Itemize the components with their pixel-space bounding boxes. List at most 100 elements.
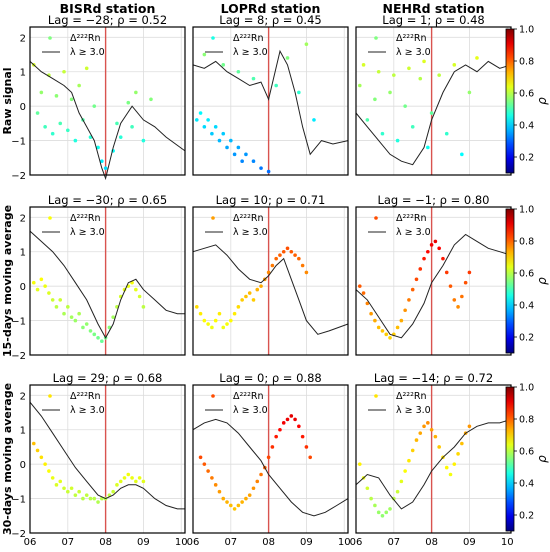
data-point — [444, 270, 449, 275]
data-point — [392, 73, 396, 77]
data-point — [141, 138, 146, 143]
legend: Δ²²²Rn λ ≥ 3.0 — [205, 391, 268, 416]
data-point — [69, 315, 74, 319]
data-point — [247, 291, 252, 295]
data-point — [274, 83, 278, 88]
lambda-line — [192, 418, 349, 517]
data-point — [274, 256, 278, 261]
data-point — [388, 335, 392, 340]
data-point — [433, 239, 438, 244]
data-point — [115, 483, 119, 487]
panel-frame — [192, 384, 349, 534]
colorbar-tick-label: 1.0 — [519, 25, 534, 36]
panel-2-1: Lag = 0; ρ = 0.88 Δ²²²Rn λ ≥ 3.0 06 07 08 09 10… — [187, 371, 351, 552]
data-point — [84, 493, 89, 497]
data-point — [81, 325, 85, 330]
colorbar-gradient — [505, 28, 515, 174]
data-point — [229, 503, 233, 508]
data-point — [266, 455, 271, 460]
data-point — [429, 111, 434, 115]
y-tick-label: −1 — [11, 317, 26, 328]
x-tick-label: 08 — [425, 537, 438, 548]
panel-title: Lag = 0; ρ = 0.88 — [219, 371, 321, 385]
data-point — [58, 121, 63, 126]
data-point — [380, 329, 385, 333]
data-point — [251, 298, 256, 302]
panel-1-2: Lag = −1; ρ = 0.80 Δ²²²Rn λ ≥ 3.0 — [355, 193, 512, 356]
data-point — [467, 270, 472, 275]
data-point — [210, 476, 214, 480]
data-point — [414, 277, 419, 282]
data-point — [62, 69, 66, 74]
data-point — [66, 305, 70, 309]
data-point — [403, 104, 407, 108]
data-point — [247, 493, 252, 497]
data-point — [365, 486, 370, 491]
data-point — [232, 311, 237, 316]
colorbar-tick-label: 0.8 — [519, 415, 534, 426]
x-tick-label: 06 — [187, 537, 200, 548]
data-point — [251, 76, 256, 81]
data-point — [100, 159, 104, 164]
legend: Δ²²²Rn λ ≥ 3.0 — [42, 391, 105, 416]
colorbar-tick-label: 1.0 — [519, 383, 534, 394]
data-point — [31, 280, 36, 285]
data-point — [244, 294, 248, 299]
y-tick-label: −2 — [11, 351, 26, 362]
column-title-1: LOPRd station — [221, 1, 321, 16]
data-point — [39, 455, 44, 460]
y-tick-label: 2 — [20, 391, 26, 402]
data-point — [270, 263, 275, 268]
x-tick-label: 06 — [24, 537, 37, 548]
legend: Δ²²²Rn λ ≥ 3.0 — [42, 213, 105, 238]
data-point — [376, 69, 381, 74]
data-point — [198, 455, 203, 460]
data-point — [418, 76, 423, 81]
legend-points-label: Δ²²²Rn — [233, 391, 264, 402]
data-point — [58, 479, 63, 484]
lambda-line — [29, 401, 185, 510]
data-point — [96, 145, 100, 150]
legend-point-marker — [48, 216, 52, 220]
data-point — [456, 452, 460, 456]
data-point — [50, 131, 55, 136]
legend-points-label: Δ²²²Rn — [396, 33, 427, 44]
data-point — [475, 56, 479, 60]
data-point — [418, 267, 423, 271]
data-point — [118, 479, 123, 484]
panel-title: Lag = 10; ρ = 0.71 — [216, 193, 326, 207]
data-point — [281, 249, 286, 254]
data-point — [437, 246, 441, 251]
data-point — [84, 66, 89, 71]
data-point — [369, 496, 373, 501]
data-point — [221, 325, 226, 330]
data-point — [251, 486, 256, 491]
data-point — [35, 111, 40, 115]
data-point — [77, 83, 81, 88]
data-point — [270, 445, 275, 449]
legend-line-label: λ ≥ 3.0 — [233, 405, 268, 416]
data-point — [43, 125, 47, 129]
legend: Δ²²²Rn λ ≥ 3.0 — [205, 213, 268, 238]
data-point — [73, 493, 78, 497]
colorbar-gradient — [505, 208, 515, 354]
data-point — [426, 249, 430, 254]
data-point — [278, 427, 282, 432]
data-point — [380, 513, 385, 518]
data-point — [236, 69, 241, 74]
y-tick-label: −2 — [11, 171, 26, 182]
panel-frame — [29, 206, 186, 356]
data-point — [92, 332, 97, 337]
data-point — [395, 138, 400, 143]
data-point — [300, 434, 305, 439]
row-label-2: 30-days moving average — [1, 383, 14, 535]
data-point — [229, 318, 233, 323]
x-tick-label: 10 — [338, 537, 351, 548]
y-tick-label: −1 — [11, 495, 26, 506]
data-point — [149, 97, 153, 102]
legend-line-label: λ ≥ 3.0 — [233, 47, 268, 58]
data-point — [77, 489, 81, 494]
data-point — [202, 52, 207, 57]
